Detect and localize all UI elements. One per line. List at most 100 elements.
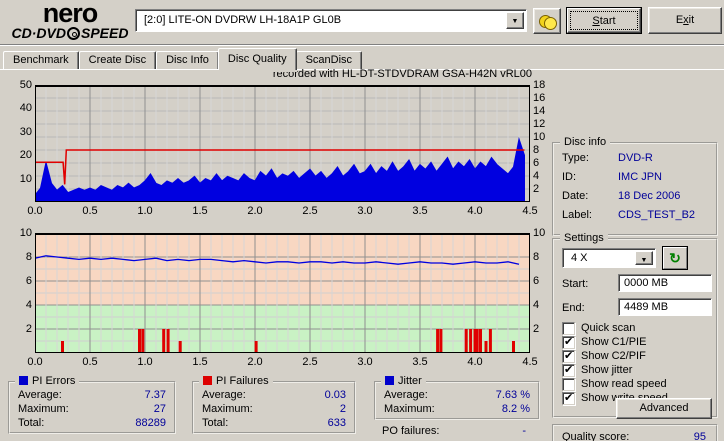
pi-failure-bar [479,329,482,353]
advanced-button[interactable]: Advanced [616,398,712,419]
pi-failure-bar [162,329,166,353]
jitter-stats-box: Jitter Average: 7.63 % Maximum: 8.2 % [374,375,540,420]
po-failures-row: PO failures: - [382,425,534,438]
quality-score-value: 95 [693,431,706,441]
chevron-down-icon[interactable]: ▼ [635,251,653,265]
axis-tick-label: 10 [19,172,32,185]
axis-tick-label: 8 [25,251,32,263]
pi-failure-bar [166,329,170,353]
pi-errors-chart: 10 20 30 40 50 2 4 6 8 10 12 14 16 18 0.0 0.5 1.0 1.5 2.0 2… [20,79,546,217]
pif-average-label: Average: [202,389,246,401]
show-c2-pif-checkbox[interactable] [562,350,575,363]
pif-average-value: 0.03 [324,389,346,401]
tab-benchmark[interactable]: Benchmark [3,51,79,70]
axis-tick-label: 40 [19,102,32,115]
pi-failure-bar [436,329,440,353]
pie-average-label: Average: [18,389,62,401]
disc-icon [66,27,80,40]
axis-tick-label: 4.5 [522,356,538,368]
jitter-maximum-label: Maximum: [384,403,435,415]
end-mb-field[interactable]: 4489 MB [618,298,712,316]
show-c1-pie-checkbox[interactable] [562,336,575,349]
pi-errors-legend-swatch [19,376,28,385]
disc-info-title: Disc info [560,136,611,148]
scan-speed-combobox[interactable]: 4 X ▼ [562,248,656,268]
axis-tick-label: 14 [533,105,546,117]
axis-tick-label: 4.5 [522,205,538,217]
axis-tick-label: 4 [533,170,540,182]
axis-tick-label: 2.0 [247,356,263,368]
jitter-legend: Jitter [381,375,426,387]
pi-errors-legend: PI Errors [15,375,80,387]
po-failures-value: - [522,425,526,437]
pi-failure-bar [475,329,479,353]
pi-errors-chart-canvas [35,85,530,202]
pi-failure-bar [512,341,515,353]
axis-tick-label: 2.5 [302,205,318,217]
axis-tick-label: 4.0 [467,205,483,217]
axis-tick-label: 12 [533,118,546,130]
drive-select-combobox[interactable]: [2:0] LITE-ON DVDRW LH-18A1P GL0B ▼ [135,9,527,32]
refresh-button[interactable]: ↻ [662,246,688,270]
quality-score-box: Quality score: 95 [552,424,718,441]
axis-tick-label: 0.0 [27,205,43,217]
chart-title: recorded with HL-DT-STDVDRAM GSA-H42N vR… [272,68,532,80]
axis-tick-label: 4 [533,299,540,311]
pi-errors-area [35,136,525,202]
pi-failure-bar [138,329,141,353]
cd-dvd-speed-logo-text: CD·DVD SPEED [11,25,129,41]
axis-tick-label: 8 [533,251,540,263]
axis-tick-label: 1.0 [137,356,153,368]
pie-average-value: 7.37 [144,389,166,401]
settings-groupbox: Settings 4 X ▼ ↻ Start: 0000 MB End: 448… [552,232,718,419]
jitter-average-value: 7.63 % [495,389,530,401]
pi-failure-bar [469,329,473,353]
axis-tick-label: 3.0 [357,205,373,217]
start-mb-field[interactable]: 0000 MB [618,274,712,292]
axis-tick-label: 20 [19,149,32,162]
pif-maximum-label: Maximum: [202,403,253,415]
quick-scan-checkbox[interactable] [562,322,575,335]
axis-tick-label: 8 [533,144,540,156]
pi-failure-bar [178,341,182,353]
axis-tick-label: 3.5 [412,356,428,368]
axis-tick-label: 2 [533,323,540,335]
settings-title: Settings [560,232,608,244]
pi-failure-bar [439,329,443,353]
show-write-speed-checkbox[interactable] [562,392,575,405]
eject-button[interactable] [533,8,561,34]
disc-id-value: IMC JPN [618,171,662,183]
tab-disc-info[interactable]: Disc Info [156,51,219,70]
chevron-down-icon[interactable]: ▼ [506,12,524,29]
disc-label-label: Label: [562,209,592,221]
axis-tick-label: 0.5 [82,205,98,217]
axis-tick-label: 4 [25,299,32,311]
pie-maximum-label: Maximum: [18,403,69,415]
start-button[interactable]: Start [566,7,642,34]
exit-button[interactable]: Exit [648,7,722,34]
axis-tick-label: 10 [19,227,32,239]
pie-total-label: Total: [18,417,45,429]
exit-button-label: Exit [675,14,695,26]
scan-speed-value: 4 X [571,252,588,264]
tab-create-disc[interactable]: Create Disc [78,51,157,70]
end-mb-label: End: [562,302,585,314]
disc-label-value: CDS_TEST_B2 [618,209,696,221]
quality-score-label: Quality score: [562,431,630,441]
axis-tick-label: 4.0 [467,356,483,368]
eject-disc-icon [539,15,557,30]
pi-failure-bar [473,329,477,353]
axis-tick-label: 10 [533,227,546,239]
pi-failure-bar [254,341,258,353]
axis-tick-label: 18 [533,79,546,91]
axis-tick-label: 3.0 [357,356,373,368]
axis-tick-label: 0.5 [82,356,98,368]
pif-maximum-value: 2 [339,403,346,415]
tab-disc-quality[interactable]: Disc Quality [217,48,297,70]
pif-total-label: Total: [202,417,229,429]
nero-logo: nero CD·DVD SPEED [6,0,134,41]
show-read-speed-checkbox[interactable] [562,378,575,391]
tab-scandisc[interactable]: ScanDisc [295,51,363,70]
show-jitter-checkbox[interactable] [562,364,575,377]
